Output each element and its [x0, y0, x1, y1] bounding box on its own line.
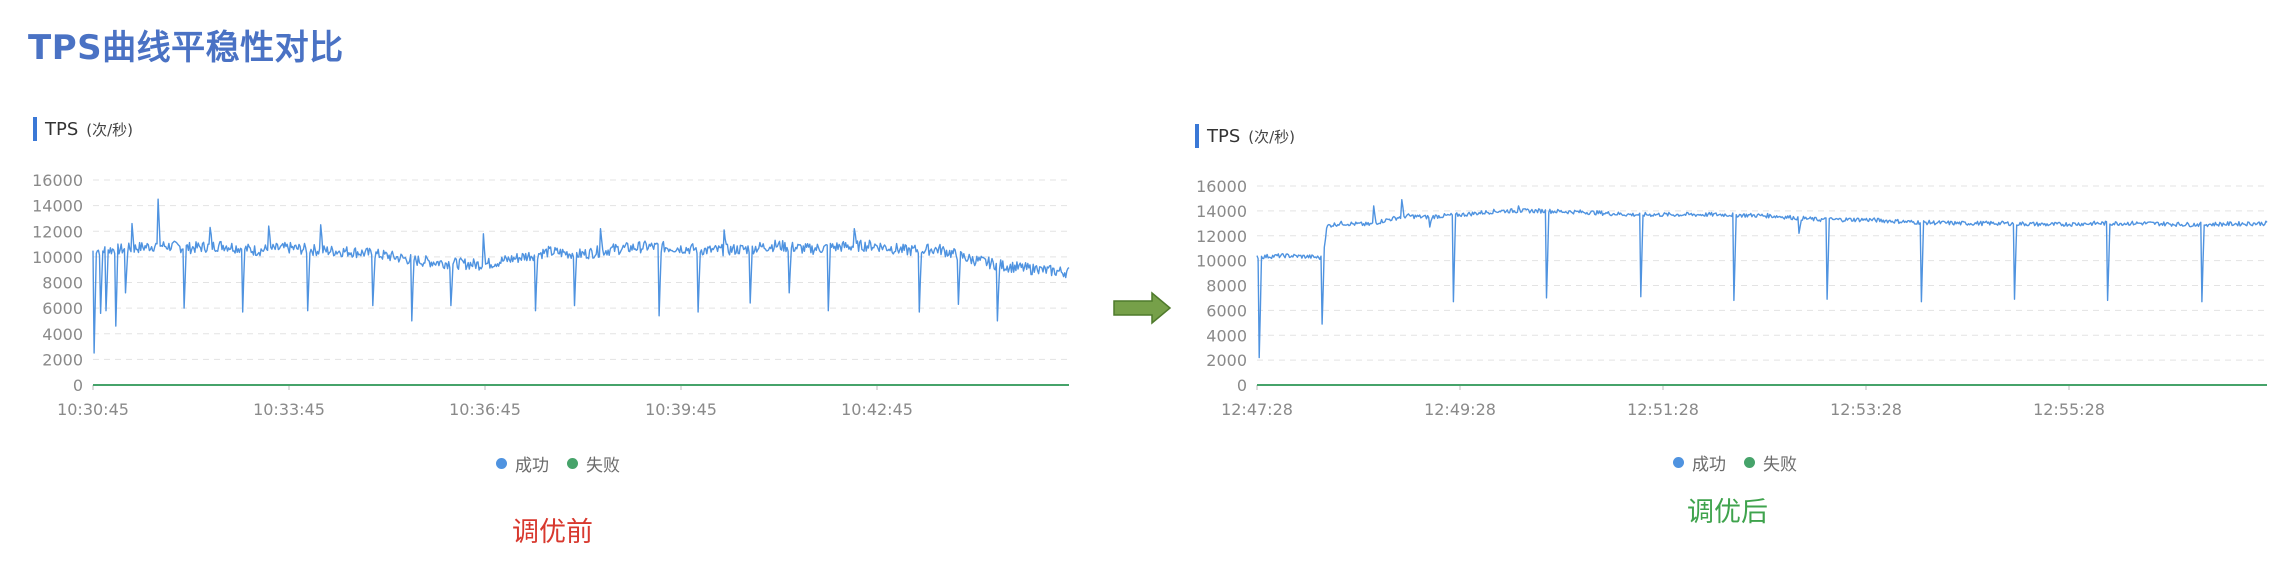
failure-dot-icon	[567, 458, 578, 469]
legend-after: 成功 失败	[1673, 450, 1815, 475]
success-dot-icon	[1673, 457, 1684, 468]
legend-before: 成功 失败	[496, 451, 638, 476]
page-title: TPS曲线平稳性对比	[28, 28, 344, 68]
legend-item-failure[interactable]: 失败	[567, 451, 620, 476]
y-tick-label: 0	[73, 376, 83, 395]
legend-label: 成功	[515, 456, 549, 476]
legend-item-success[interactable]: 成功	[1673, 450, 1726, 475]
legend-item-failure[interactable]: 失败	[1744, 450, 1797, 475]
x-tick-label: 12:47:28	[1221, 400, 1293, 419]
y-tick-label: 4000	[42, 325, 83, 344]
y-tick-label: 2000	[42, 350, 83, 369]
legend-label: 失败	[1763, 455, 1797, 475]
y-tick-label: 8000	[42, 274, 83, 293]
y-tick-label: 10000	[32, 248, 83, 267]
series-line-success	[92, 198, 1070, 354]
y-tick-label: 8000	[1206, 277, 1247, 296]
x-tick-label: 12:49:28	[1424, 400, 1496, 419]
title-accent-bar	[33, 117, 37, 141]
chart-unit-text: (次/秒)	[86, 120, 134, 139]
chart-title-before: TPS (次/秒)	[33, 117, 133, 141]
x-tick-label: 12:51:28	[1627, 400, 1699, 419]
legend-label: 成功	[1692, 455, 1726, 475]
y-tick-label: 0	[1237, 376, 1247, 395]
success-dot-icon	[496, 458, 507, 469]
y-tick-label: 10000	[1196, 252, 1247, 271]
chart-unit-text: (次/秒)	[1248, 127, 1296, 146]
chart-title-after: TPS (次/秒)	[1195, 124, 1295, 148]
y-tick-label: 14000	[32, 197, 83, 216]
right-arrow-icon	[1113, 291, 1172, 325]
x-tick-label: 10:33:45	[253, 400, 325, 419]
y-tick-label: 16000	[32, 171, 83, 190]
x-tick-label: 12:53:28	[1830, 400, 1902, 419]
chart-title-text: TPS	[1207, 125, 1241, 147]
x-tick-label: 10:36:45	[449, 400, 521, 419]
caption-after: 调优后	[1687, 497, 1768, 528]
title-accent-bar	[1195, 124, 1199, 148]
y-tick-label: 12000	[32, 222, 83, 241]
chart-title-text: TPS	[45, 118, 79, 140]
y-tick-label: 4000	[1206, 326, 1247, 345]
caption-before: 调优前	[512, 517, 593, 548]
y-tick-label: 6000	[1206, 301, 1247, 320]
failure-dot-icon	[1744, 457, 1755, 468]
x-tick-label: 10:30:45	[57, 400, 129, 419]
y-tick-label: 2000	[1206, 351, 1247, 370]
x-tick-label: 12:55:28	[2033, 400, 2105, 419]
y-tick-label: 14000	[1196, 202, 1247, 221]
y-tick-label: 16000	[1196, 177, 1247, 196]
y-tick-label: 12000	[1196, 227, 1247, 246]
y-tick-label: 6000	[42, 299, 83, 318]
x-tick-label: 10:39:45	[645, 400, 717, 419]
series-line-success	[1256, 199, 2268, 359]
legend-item-success[interactable]: 成功	[496, 451, 549, 476]
legend-label: 失败	[586, 456, 620, 476]
x-tick-label: 10:42:45	[841, 400, 913, 419]
